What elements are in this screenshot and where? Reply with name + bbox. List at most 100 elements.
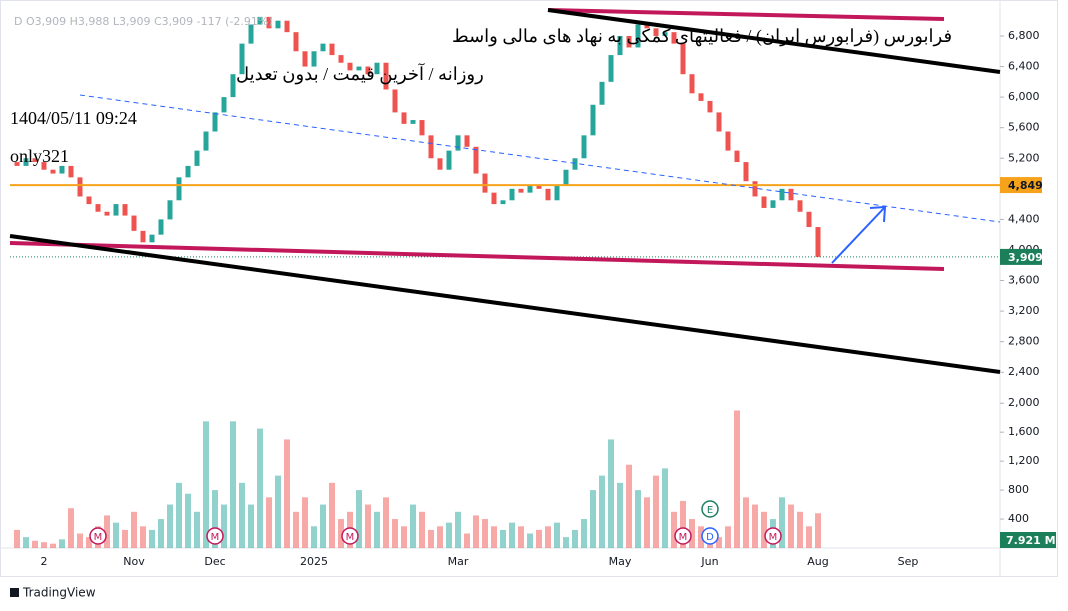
candle-body [464,135,470,147]
candle-body [356,66,362,71]
candle-body [626,35,632,48]
volume-bar [203,421,209,548]
volume-bar [563,537,569,548]
volume-bar [257,428,263,548]
volume-bar [212,490,218,548]
candle-body [680,43,686,75]
title: فرابورس (فرابورس ایران) / فعالیتهای کمکی… [452,26,952,47]
volume-bar [626,464,632,548]
y-tick-label: 3,600 [1008,274,1040,287]
volume-bar [500,529,506,548]
event-marker [701,527,719,545]
candle-body [788,188,794,201]
candle-body [311,51,317,67]
volume-bar [428,529,434,548]
volume-bar [176,482,182,548]
volume-bar [590,490,596,548]
candle-body [518,188,524,193]
volume-bar [698,526,704,548]
volume-bar [473,515,479,548]
y-tick-label: 5,600 [1008,121,1040,134]
candle-body [383,62,389,90]
volume-tick-label: 400 [1008,512,1029,525]
candle-body [536,185,542,189]
candle-body [158,219,164,235]
volume-bar [734,410,740,548]
event-label: M [769,532,778,543]
volume-bar [653,475,659,548]
candle-body [689,74,695,94]
candle-body [662,32,668,36]
volume-bar [284,439,290,548]
event-marker [764,527,782,545]
candle-body [599,81,605,105]
candle-body [275,20,281,29]
trendline [9,241,945,271]
volume-bar [329,482,335,548]
volume-bar [239,482,245,548]
candle-body [221,97,227,113]
volume-badge-label: 7.921 M [1006,534,1056,547]
volume-bar [635,490,641,548]
volume-bar [455,511,461,548]
candle-body [77,177,83,197]
volume-bar [32,540,38,548]
candle-body [365,66,371,75]
volume-bar [275,475,281,548]
volume-bar [509,522,515,548]
candle-body [104,211,110,216]
branding: TradingView [22,586,96,600]
event-marker [89,527,107,545]
candle-body [482,173,488,193]
volume-bar [545,526,551,548]
volume-bar [14,529,20,548]
volume-bar [302,497,308,548]
event-label: E [707,505,713,516]
timestamp: 1404/05/11 09:24 [10,108,137,128]
candle-body [302,51,308,67]
volume-bar [446,522,452,548]
candle-body [707,100,713,113]
candle-body [401,112,407,124]
y-tick-label: 6,800 [1008,29,1040,42]
candle-body [176,177,182,201]
volume-bar [122,529,128,548]
candle-body [437,158,443,170]
volume-bar [599,475,605,548]
logo-mark [10,588,19,597]
volume-bar [608,439,614,548]
volume-bar [320,504,326,548]
candle-body [815,227,821,257]
y-tick-label: 6,400 [1008,60,1040,73]
subtitle: روزانه / آخرین قیمت / بدون تعدیل [236,63,484,85]
volume-bar [41,542,47,548]
volume-bar [518,526,524,548]
volume-bar [140,526,146,548]
candle-body [590,104,596,136]
candle-body [671,32,677,44]
candle-body [374,62,380,75]
candle-body [779,188,785,201]
volume-bar [131,511,137,548]
candle-body [635,24,641,48]
event-label: M [346,532,355,543]
candle-body [113,204,119,216]
price-badge [1000,248,1042,265]
volume-bar [383,497,389,548]
event-label: M [211,532,220,543]
x-tick-label: 2025 [300,555,328,568]
candle-body [716,112,722,132]
event-label: M [94,532,103,543]
candle-body [50,169,56,174]
candle-body [86,196,92,205]
candle-body [527,185,533,193]
trendline [547,8,945,21]
volume-bar [392,519,398,548]
candle-body [266,16,272,29]
volume-bar [752,504,758,548]
candle-body [203,131,209,151]
candle-body [608,55,614,82]
volume-bar [680,500,686,548]
candle-body [410,120,416,124]
candle-body [491,192,497,205]
